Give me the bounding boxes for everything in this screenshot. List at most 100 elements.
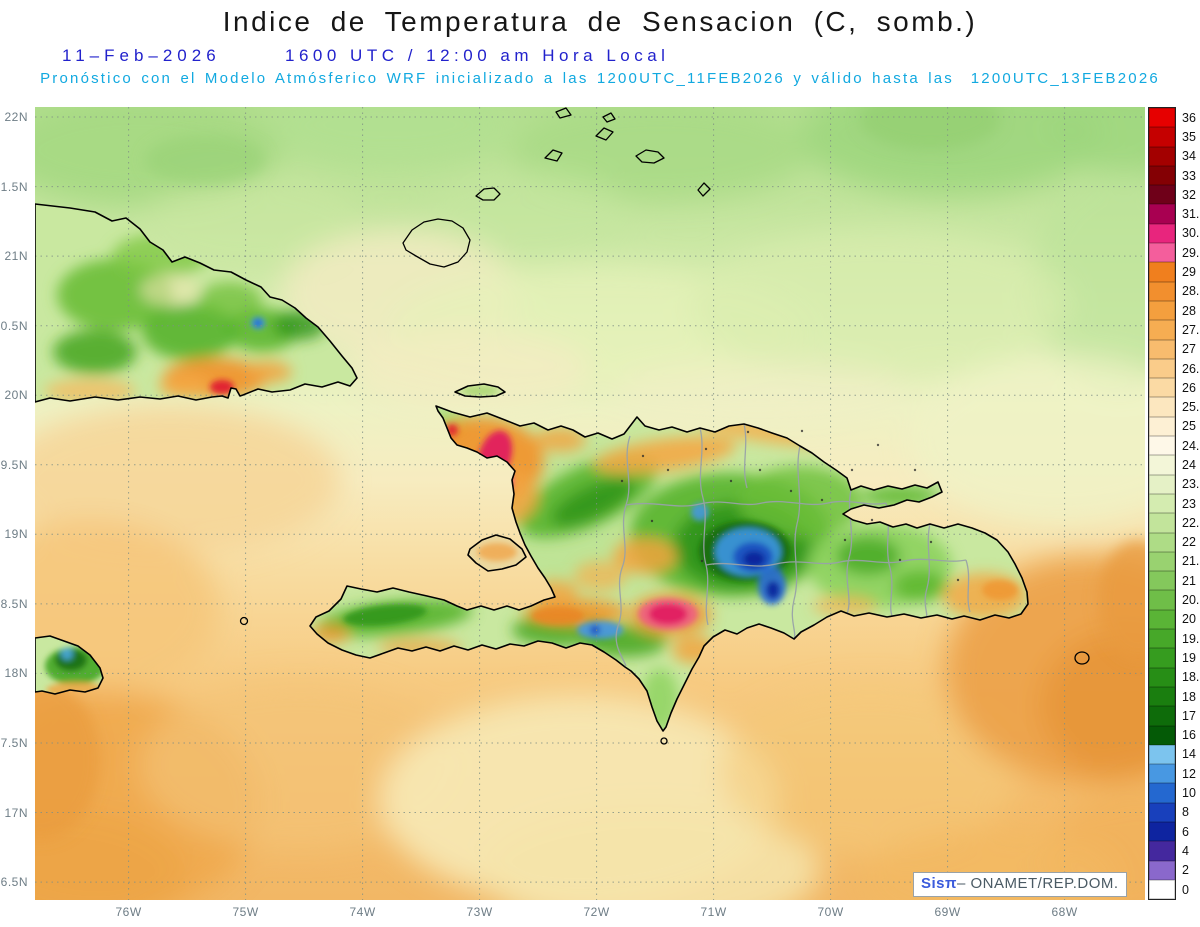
colorbar-label: 26.5 [1182, 361, 1200, 376]
colorbar-label: 30.7 [1182, 226, 1200, 241]
colorbar-label: 14 [1182, 747, 1196, 762]
colorbar-label: 27.5 [1182, 322, 1200, 337]
province-borders [615, 423, 971, 667]
latitude-label: 20N [4, 388, 28, 403]
colorbar-segment: 30.7 [1149, 223, 1200, 244]
mona-island-coastline [1074, 651, 1090, 665]
colorbar-segment: 25.5 [1149, 397, 1200, 417]
colorbar-label: 26 [1182, 380, 1196, 395]
colorbar-segment: 19.5 [1149, 629, 1200, 649]
colorbar-segment: 34 [1149, 146, 1196, 166]
latitude-label: 8.5N [0, 596, 28, 611]
colorbar-segment: 16 [1149, 725, 1196, 745]
colorbar-label: 4 [1182, 843, 1189, 858]
longitude-label: 74W [349, 905, 376, 919]
colorbar-segment: 24 [1149, 455, 1196, 475]
colorbar-segment: 23 [1149, 493, 1196, 514]
great-inagua-coastline [402, 218, 471, 268]
latitude-label: 17N [4, 805, 28, 820]
colorbar-label: 28.5 [1182, 284, 1200, 299]
longitude-label: 75W [232, 905, 259, 919]
colorbar-segment: 23.5 [1149, 474, 1200, 494]
colorbar-label: 2 [1182, 863, 1189, 878]
credit-brand: Sisπ [921, 875, 957, 892]
colorbar-label: 20 [1182, 612, 1196, 627]
colorbar-segment: 31.5 [1149, 204, 1200, 224]
colorbar-segment: 6 [1149, 821, 1189, 842]
colorbar-label: 19.5 [1182, 631, 1200, 646]
colorbar-segment: 21.5 [1149, 551, 1200, 572]
colorbar-label: 24.5 [1182, 438, 1200, 453]
colorbar-label: 21 [1182, 573, 1196, 588]
longitude-label: 72W [583, 905, 610, 919]
colorbar-segment: 33 [1149, 165, 1196, 186]
latitude-label: 19N [4, 527, 28, 542]
colorbar-segment: 8 [1149, 802, 1189, 822]
colorbar-segment: 22 [1149, 532, 1196, 552]
colorbar-label: 22 [1182, 535, 1196, 550]
turks-caicos-coastlines [544, 107, 711, 197]
colorbar-segment: 35 [1149, 127, 1196, 147]
little-inagua-coastline [475, 187, 501, 201]
ocean-field-blobs [35, 107, 1145, 900]
small-islands [239, 107, 1090, 745]
colorbar-label: 20.5 [1182, 593, 1200, 608]
colorbar-segment: 10 [1149, 783, 1196, 803]
colorbar-segment: 25 [1149, 416, 1196, 437]
colorbar-segment: 0 [1149, 879, 1189, 900]
colorbar-label: 29 [1182, 265, 1196, 280]
colorbar-segment: 32 [1149, 185, 1196, 205]
longitude-label: 71W [700, 905, 727, 919]
colorbar-segment: 2 [1149, 860, 1189, 880]
colorbar-segment: 4 [1149, 841, 1189, 861]
longitude-label: 68W [1051, 905, 1078, 919]
colorbar-label: 19 [1182, 650, 1196, 665]
colorbar-label: 21.5 [1182, 554, 1200, 569]
colorbar-label: 22.5 [1182, 515, 1200, 530]
latitude-label: 9.5N [0, 457, 28, 472]
colorbar-label: 16 [1182, 728, 1196, 743]
colorbar-segment: 21 [1149, 571, 1196, 591]
colorbar-segment: 18.5 [1149, 667, 1200, 687]
gridlines [35, 107, 1145, 900]
colorbar-segment: 12 [1149, 764, 1196, 784]
colorbar-segment: 27.5 [1149, 320, 1200, 340]
colorbar-label: 24 [1182, 457, 1196, 472]
navassa-island-coastline [239, 616, 249, 626]
colorbar-segment: 24.5 [1149, 436, 1200, 456]
forecast-description: Pronóstico con el Modelo Atmósferico WRF… [40, 70, 1160, 87]
colorbar-label: 35 [1182, 129, 1196, 144]
colorbar-label: 6 [1182, 824, 1189, 839]
contour-specks [620, 429, 960, 582]
latitude-label: 0.5N [0, 318, 28, 333]
longitude-label: 76W [115, 905, 142, 919]
alto-velo-coastline [660, 737, 668, 745]
longitude-label: 73W [466, 905, 493, 919]
colorbar-segment: 14 [1149, 744, 1196, 765]
longitude-label: 69W [934, 905, 961, 919]
latitude-label: 22N [4, 110, 28, 124]
latitude-label: 1.5N [0, 179, 28, 194]
colorbar-label: 18 [1182, 689, 1196, 704]
colorbar-segment: 28.5 [1149, 281, 1200, 301]
colorbar-label: 25 [1182, 419, 1196, 434]
colorbar-label: 36 [1182, 110, 1196, 125]
colorbar-segment: 19 [1149, 648, 1196, 668]
latitude-label: 18N [4, 666, 28, 681]
colorbar-segment: 20.5 [1149, 590, 1200, 610]
colorbar-segment: 36 [1149, 108, 1196, 128]
colorbar-segment: 17 [1149, 706, 1196, 726]
colorbar-label: 17 [1182, 708, 1196, 723]
colorbar-segment: 22.5 [1149, 513, 1200, 533]
colorbar-segment: 28 [1149, 300, 1196, 321]
colorbar-label: 27 [1182, 342, 1196, 357]
colorbar-label: 12 [1182, 766, 1196, 781]
valid-date: 11–Feb–2026 [62, 46, 221, 65]
credit-org: – ONAMET/REP.DOM. [957, 875, 1119, 892]
tortuga-field [455, 384, 505, 397]
page-title: Indice de Temperatura de Sensacion (C, s… [222, 6, 978, 37]
colorbar-label: 34 [1182, 149, 1196, 164]
colorbar-label: 28 [1182, 303, 1196, 318]
